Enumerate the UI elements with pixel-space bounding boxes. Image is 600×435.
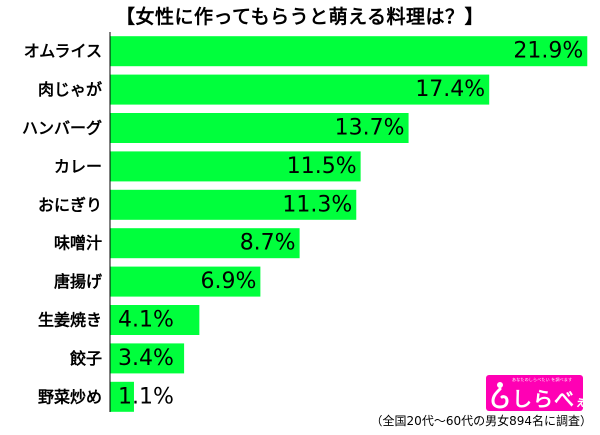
survey-footnote: （全国20代〜60代の男女894名に調査） [370,414,592,428]
value-label: 6.9% [200,269,256,294]
bar [110,228,300,259]
bar [110,151,361,182]
bar [110,113,409,143]
value-label: 3.4% [118,346,174,371]
bar [110,36,588,67]
value-label: 13.7% [335,116,405,141]
category-label: おにぎり [38,195,102,214]
category-label: 唐揚げ [54,272,103,291]
value-label: 4.1% [118,308,174,333]
bars-group [110,36,588,412]
category-label: ハンバーグ [22,119,102,138]
category-label: オムライス [24,42,102,61]
category-label: カレー [54,157,102,176]
bar [110,305,200,335]
value-label: 1.1% [118,384,174,409]
category-label: 肉じゃが [38,80,102,99]
bar [110,189,357,220]
value-label: 11.3% [282,192,352,217]
logo-text-main: しらべ [512,387,575,411]
bar [110,266,261,297]
value-label: 8.7% [240,231,296,256]
bar [110,74,490,105]
logo-mark-icon [491,382,509,409]
category-label: 味噌汁 [54,234,102,253]
logo-text: しらべぇ [512,383,583,411]
value-labels: 21.9% 17.4% 13.7% 11.5% 11.3% 8.7% 6.9% 4.1% 3.4… [118,39,583,410]
logo-tagline: あなたのしらべたい を調べます [512,377,573,382]
shirabee-logo: あなたのしらべたい を調べます しらべぇ [486,375,583,411]
bar [110,381,134,412]
category-label: 生姜焼き [38,311,102,330]
bar [110,343,185,374]
chart-title: 【女性に作ってもらうと萌える料理は？】 [115,6,485,28]
category-label: 野菜炒め [38,387,102,406]
category-label: 餃子 [70,349,102,368]
logo-text-small: ぇ [575,395,583,409]
value-label: 17.4% [415,77,485,102]
value-label: 11.5% [287,154,357,179]
value-label: 21.9% [513,39,583,64]
